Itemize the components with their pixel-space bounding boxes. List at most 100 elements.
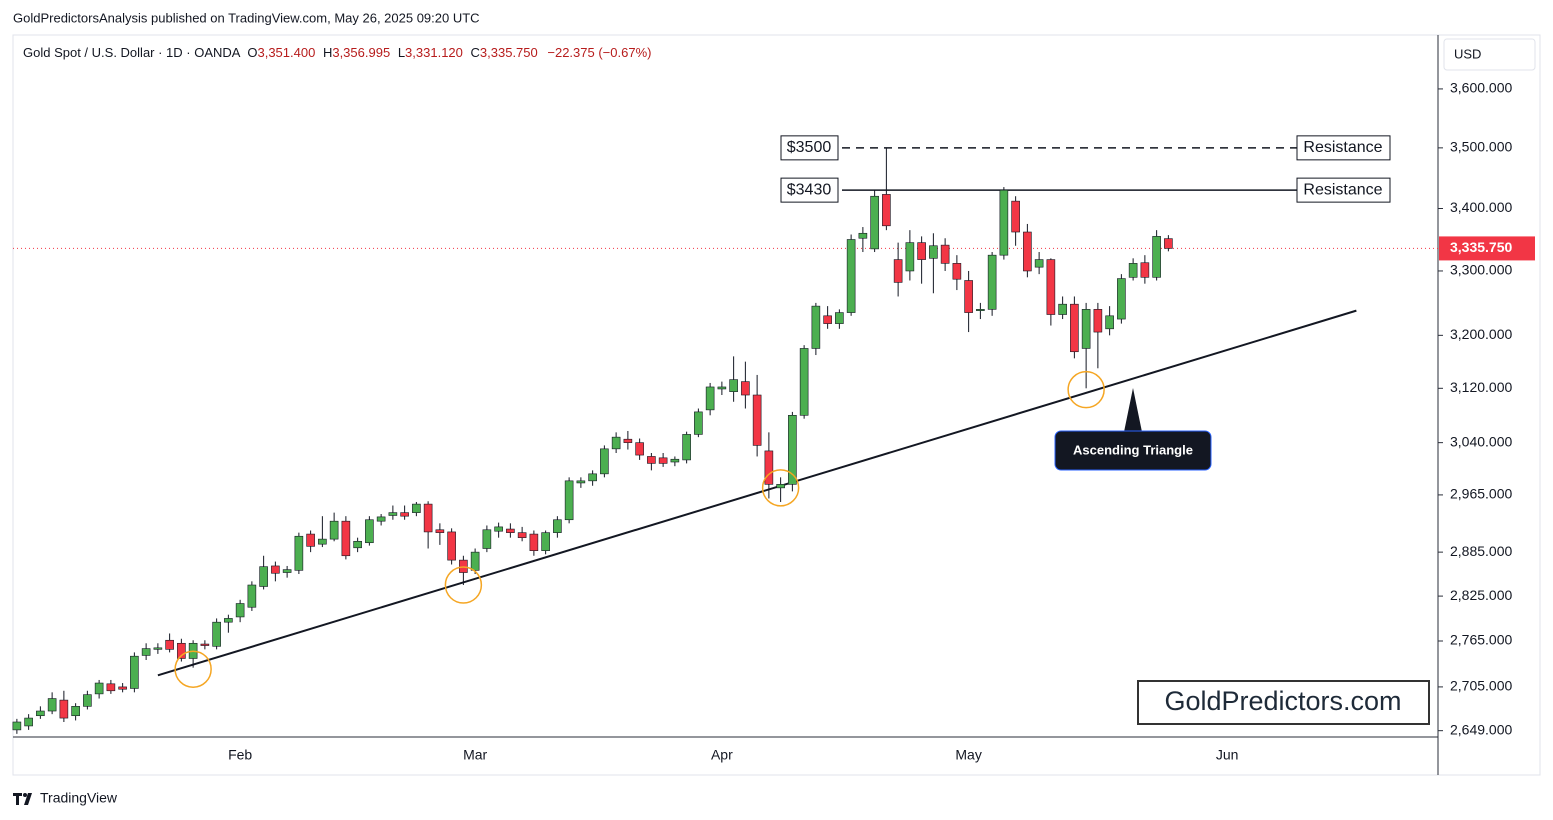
candle-body: [341, 520, 351, 557]
legend-value: 3,331.120: [405, 45, 463, 60]
candle-body: [999, 189, 1009, 256]
candle-body: [36, 710, 45, 717]
candle-body: [893, 259, 903, 283]
y-tick-label: 3,500.000: [1450, 139, 1512, 155]
candle-body: [247, 584, 257, 608]
y-tick-label: 3,120.000: [1450, 379, 1512, 395]
candle-body: [435, 529, 445, 533]
header-title: GoldPredictorsAnalysis published on Trad…: [13, 10, 480, 25]
candle-body: [71, 706, 80, 717]
candle-body: [670, 458, 680, 463]
candle-body: [905, 242, 915, 272]
level-tag-box: [1296, 177, 1391, 203]
unit-label: USD: [1454, 46, 1481, 61]
y-tick-label: 2,649.000: [1450, 721, 1512, 737]
legend: Gold Spot / U.S. Dollar · 1D · OANDA O3,…: [23, 45, 651, 60]
candle-body: [788, 414, 797, 485]
logo-part: [24, 793, 32, 805]
x-tick-label: Jun: [1216, 747, 1239, 763]
candle-body: [1034, 259, 1044, 268]
y-tick-label: 3,600.000: [1450, 80, 1512, 96]
legend-key: H: [323, 45, 332, 60]
callout: Ascending Triangle: [1054, 388, 1212, 471]
candle-body: [870, 195, 879, 250]
last-price-label: 3,335.750: [1450, 239, 1512, 255]
candle-body: [271, 565, 280, 574]
y-tick-label: 2,965.000: [1450, 486, 1512, 502]
candle-body: [576, 480, 586, 484]
candle-body: [1081, 309, 1091, 349]
candle-body: [83, 694, 92, 707]
candle-body: [823, 315, 832, 324]
level-tag: Resistance: [1303, 139, 1382, 156]
candle-body: [141, 648, 151, 656]
level-label: $3430: [787, 181, 832, 198]
candle-body: [153, 647, 163, 650]
candle-body: [1046, 259, 1056, 315]
level-tag-box: [1296, 135, 1391, 161]
x-tick-label: Apr: [711, 747, 733, 763]
candle-body: [1058, 303, 1067, 315]
candle-body: [447, 531, 456, 561]
candle-body: [541, 532, 550, 551]
candle-body: [705, 386, 715, 411]
y-tick-label: 2,765.000: [1450, 632, 1512, 648]
candle-body: [1152, 236, 1161, 278]
tv-logo: [13, 793, 32, 805]
candle-body: [952, 263, 962, 280]
legend-change: −22.375 (−0.67%): [547, 45, 651, 60]
candle-body: [1140, 262, 1150, 278]
candle-body: [24, 717, 33, 727]
logo-part: [16, 793, 19, 805]
candle-body: [130, 655, 139, 689]
candle-body: [682, 434, 691, 461]
logo-part: [23, 793, 27, 797]
candle-body: [318, 538, 327, 545]
candle-body: [118, 686, 127, 690]
callout-box: [1054, 430, 1212, 471]
candle-body: [799, 348, 809, 416]
candle-body: [506, 528, 515, 533]
candle-body: [1070, 303, 1079, 353]
chart-frame: [12, 34, 1541, 776]
y-tick-label: 3,200.000: [1450, 326, 1512, 342]
unit-box: [1443, 38, 1536, 71]
candle-body: [694, 411, 703, 435]
candle-body: [1128, 263, 1138, 278]
candle-body: [729, 379, 738, 392]
candle-body: [600, 448, 609, 475]
candle-body: [423, 503, 433, 533]
candle-body: [1023, 231, 1032, 272]
candle-body: [776, 484, 785, 489]
candle-body: [177, 642, 186, 659]
candle-body: [306, 533, 315, 547]
candle-body: [212, 621, 221, 647]
candle-body: [353, 540, 362, 549]
candle-body: [858, 232, 868, 239]
candle-body: [564, 480, 574, 521]
callout-text: Ascending Triangle: [1073, 442, 1193, 457]
candle-body: [94, 682, 104, 695]
candle-body: [929, 245, 938, 259]
legend-value: 3,351.400: [257, 45, 315, 60]
candle-body: [59, 699, 69, 719]
y-tick-label: 3,300.000: [1450, 262, 1512, 278]
watermark: GoldPredictors.com: [1164, 686, 1401, 716]
candle-body: [1011, 200, 1020, 233]
candle-body: [917, 242, 926, 260]
highlight-circle: [1067, 370, 1105, 409]
candle-body: [106, 683, 116, 692]
candle-body: [553, 519, 562, 533]
candle-body: [611, 436, 621, 450]
candle-body: [588, 473, 597, 482]
level-label: $3500: [787, 139, 832, 156]
candle-body: [365, 519, 374, 544]
candle-body: [1164, 238, 1173, 249]
candle-body: [1117, 278, 1126, 320]
candle-body: [200, 643, 210, 646]
last-price-box: [1439, 236, 1535, 261]
candle-body: [658, 457, 668, 464]
candle-body: [882, 194, 891, 227]
y-tick-label: 2,825.000: [1450, 587, 1512, 603]
